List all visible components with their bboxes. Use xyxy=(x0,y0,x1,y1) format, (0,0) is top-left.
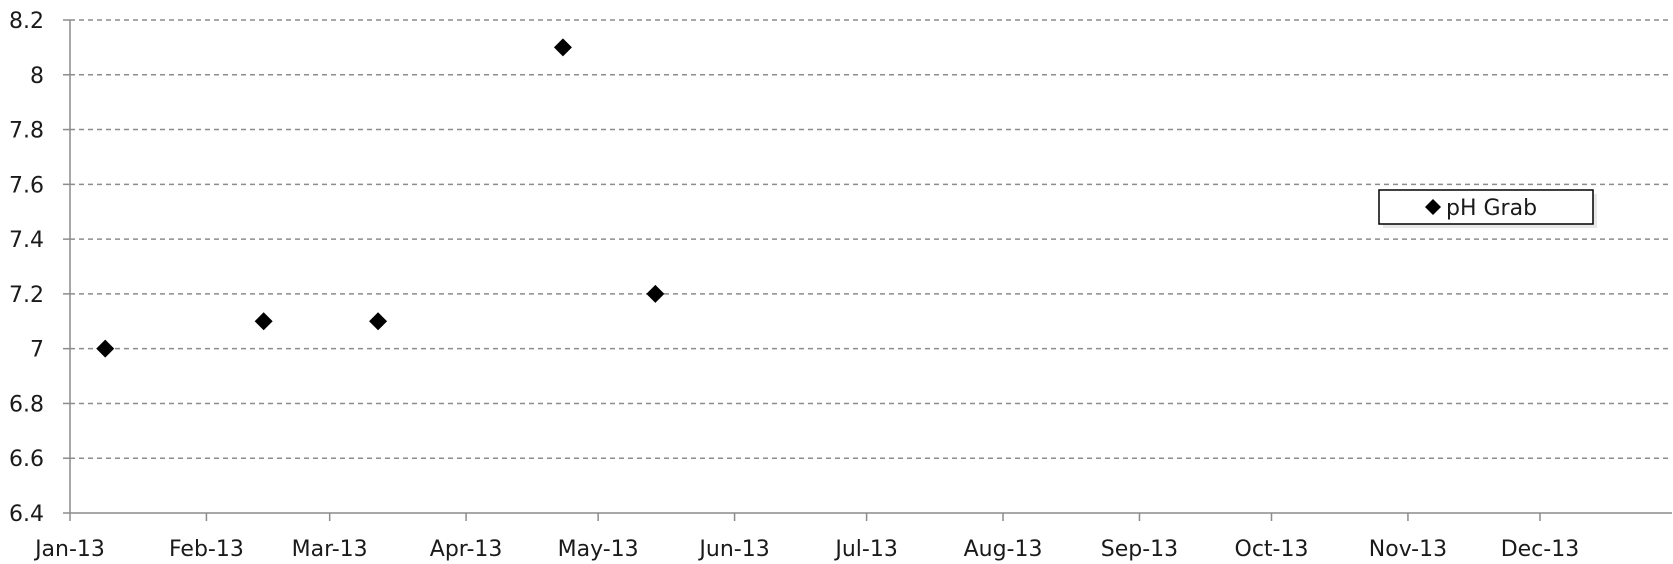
x-tick-label: Feb-13 xyxy=(169,537,244,562)
legend: pH Grab xyxy=(1378,189,1597,228)
y-tick-label: 6.8 xyxy=(9,392,44,417)
y-axis-ticks: 6.4 6.6 6.8 7 7.2 7.4 7.6 7.8 8 8.2 xyxy=(9,9,70,527)
y-tick-label: 8 xyxy=(30,64,44,89)
data-points xyxy=(96,38,665,358)
y-tick-label: 6.6 xyxy=(9,447,44,472)
x-tick-label: Jul-13 xyxy=(833,537,897,562)
x-tick-label: Jan-13 xyxy=(33,537,105,562)
gridlines xyxy=(70,19,1672,459)
x-tick-label: Sep-13 xyxy=(1101,537,1178,562)
data-point-ph-grab xyxy=(646,284,665,303)
y-tick-label: 7.8 xyxy=(9,119,44,144)
x-tick-label: May-13 xyxy=(558,537,639,562)
legend-label-ph-grab: pH Grab xyxy=(1446,196,1537,221)
data-point-ph-grab xyxy=(553,38,572,57)
x-tick-label: Oct-13 xyxy=(1235,537,1309,562)
y-tick-label: 7.2 xyxy=(9,283,44,308)
y-tick-label: 7.4 xyxy=(9,228,44,253)
y-tick-label: 7 xyxy=(30,338,44,363)
x-tick-label: Dec-13 xyxy=(1501,537,1580,562)
x-tick-label: Aug-13 xyxy=(964,537,1043,562)
y-tick-label: 8.2 xyxy=(9,9,44,34)
axes xyxy=(69,20,1672,514)
x-tick-label: Apr-13 xyxy=(430,537,503,562)
data-point-ph-grab xyxy=(369,312,388,331)
y-tick-label: 7.6 xyxy=(9,173,44,198)
data-point-ph-grab xyxy=(96,339,115,358)
legend-box xyxy=(1378,189,1594,225)
data-point-ph-grab xyxy=(254,312,273,331)
x-axis-ticks: Jan-13 Feb-13 Mar-13 Apr-13 May-13 Jun-13 Jul-… xyxy=(33,513,1579,562)
x-tick-label: Mar-13 xyxy=(292,537,368,562)
legend-diamond-marker xyxy=(1425,199,1441,215)
x-tick-label: Nov-13 xyxy=(1369,537,1447,562)
x-tick-label: Jun-13 xyxy=(697,537,769,562)
y-tick-label: 6.4 xyxy=(9,502,44,527)
